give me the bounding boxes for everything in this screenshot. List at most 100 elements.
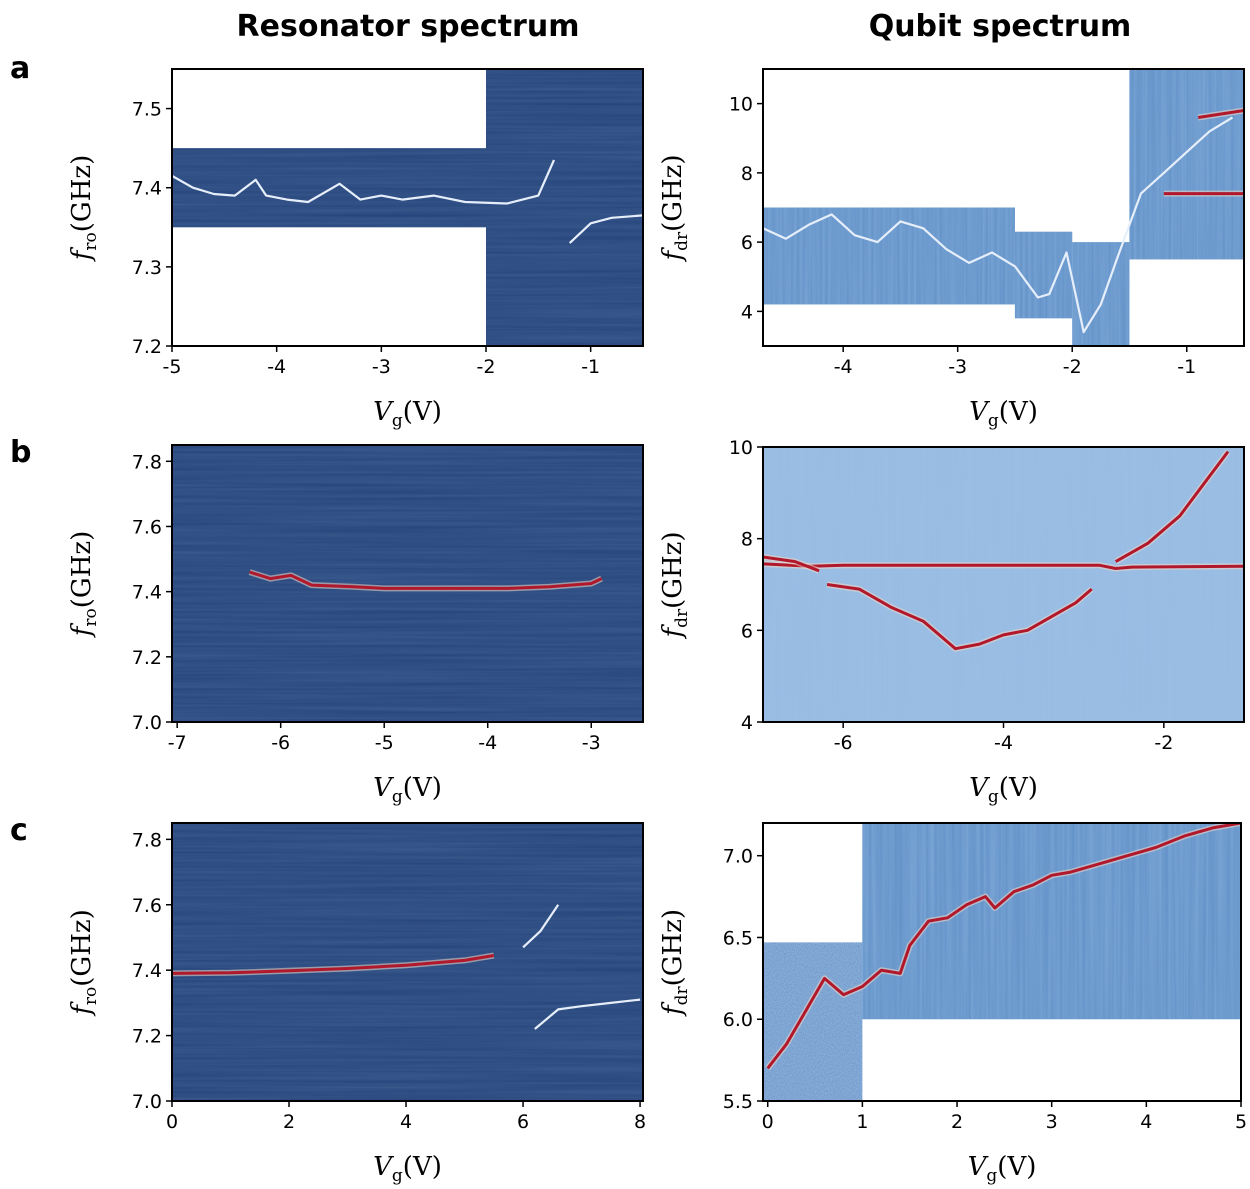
x-axis-label: Vg(V) (969, 773, 1038, 807)
row-label-b: b (10, 435, 31, 470)
x-axis-label: Vg(V) (968, 1152, 1037, 1186)
trace-line-1 (763, 555, 820, 573)
y-tick-label: 7.2 (132, 647, 162, 669)
scan-texture-0 (763, 942, 863, 1101)
row-label-a: a (10, 51, 30, 86)
y-tick-label: 7.2 (132, 1026, 162, 1048)
y-tick-label: 7.5 (132, 99, 162, 121)
panel-a-qubit: -4 -3 -2 -1 4 6 8 10 Vg(V) fdr(GHz) (658, 68, 1245, 431)
x-tick-label: -5 (163, 356, 182, 378)
y-tick-label: 7.6 (132, 895, 162, 917)
y-tick-label: 10 (729, 94, 753, 116)
y-axis-label: fdr(GHz) (658, 531, 692, 639)
scan-texture-0 (763, 207, 1015, 305)
x-tick-label: -2 (477, 356, 496, 378)
axes-frame (171, 68, 644, 347)
trace-line-0 (766, 823, 1241, 1070)
y-tick-label: 7.4 (132, 960, 162, 982)
title-qubit-spectrum: Qubit spectrum (869, 9, 1132, 44)
x-tick-label: 2 (951, 1111, 963, 1133)
x-tick-label: -1 (581, 356, 600, 378)
scan-texture-1 (1014, 231, 1073, 319)
axes-frame (171, 822, 644, 1102)
scan-texture-1 (862, 823, 1241, 1020)
y-tick-label: 6.5 (723, 927, 753, 949)
x-tick-label: 0 (166, 1111, 178, 1133)
scan-texture-0 (172, 823, 643, 1101)
x-axis-label: Vg(V) (373, 1152, 442, 1186)
y-tick-label: 7.8 (132, 451, 162, 473)
y-tick-label: 4 (741, 301, 753, 323)
trace-ridge3 (534, 998, 641, 1030)
scan-texture-2 (1072, 242, 1130, 346)
x-tick-label: -3 (948, 356, 967, 378)
y-tick-label: 7.8 (132, 829, 162, 851)
x-axis-label: Vg(V) (373, 773, 442, 807)
panel-a-resonator: -5 -4 -3 -2 -1 7.2 7.3 7.4 7.5 Vg(V) fro(GHz) (67, 68, 644, 431)
trace-ridge (172, 954, 495, 975)
x-tick-label: -3 (582, 732, 601, 754)
x-tick-label: -4 (478, 732, 497, 754)
x-tick-label: -5 (375, 732, 394, 754)
trace-line-3 (1114, 450, 1230, 563)
x-tick-label: 3 (1046, 1111, 1058, 1133)
panel-b-qubit: -6 -4 -2 4 6 8 10 Vg(V) fdr(GHz) (658, 437, 1245, 807)
scan-texture-0 (172, 148, 486, 228)
plot-area (172, 823, 643, 1101)
y-axis-label: fro(GHz) (67, 155, 101, 262)
x-tick-label: 4 (400, 1111, 412, 1133)
x-tick-label: -2 (1063, 356, 1082, 378)
x-tick-label: 4 (1140, 1111, 1152, 1133)
y-tick-label: 8 (741, 529, 753, 551)
y-axis-label: fdr(GHz) (658, 154, 692, 262)
plot-area (763, 69, 1244, 346)
x-tick-label: 8 (634, 1111, 646, 1133)
trace-line-0 (763, 562, 1244, 570)
x-tick-label: -6 (834, 732, 853, 754)
scan-texture-3 (1129, 69, 1244, 260)
panel-c-resonator: 0 2 4 6 8 7.0 7.2 7.4 7.6 7.8 Vg(V) fro(GHz) (67, 822, 646, 1186)
axes-frame (762, 68, 1245, 347)
y-tick-label: 6 (741, 232, 753, 254)
x-axis-label: Vg(V) (969, 397, 1038, 431)
scan-texture-1 (486, 69, 643, 346)
y-tick-label: 5.5 (723, 1091, 753, 1113)
x-tick-label: -1 (1177, 356, 1196, 378)
y-tick-label: 6 (741, 620, 753, 642)
trace-line-1 (1197, 109, 1244, 119)
y-tick-label: 7.4 (132, 582, 162, 604)
y-tick-label: 7.6 (132, 516, 162, 538)
y-tick-label: 7.4 (132, 178, 162, 200)
trace-ridge2 (568, 214, 643, 244)
y-tick-label: 7.0 (132, 712, 162, 734)
x-tick-label: -4 (267, 356, 286, 378)
x-tick-label: 2 (283, 1111, 295, 1133)
y-tick-label: 4 (741, 712, 753, 734)
y-tick-label: 7.3 (132, 257, 162, 279)
x-tick-label: -4 (834, 356, 853, 378)
y-tick-label: 7.2 (132, 336, 162, 358)
plot-area (172, 69, 643, 346)
axes-frame (171, 444, 644, 723)
y-axis-label: fro(GHz) (67, 531, 101, 638)
x-tick-label: -4 (994, 732, 1013, 754)
trace-ridge2 (522, 904, 560, 949)
x-tick-label: -7 (168, 732, 187, 754)
x-tick-label: -6 (271, 732, 290, 754)
trace-ridge (763, 116, 1234, 334)
y-tick-label: 7.0 (723, 846, 753, 868)
title-resonator-spectrum: Resonator spectrum (237, 9, 580, 44)
y-tick-label: 8 (741, 163, 753, 185)
axes-frame (762, 822, 1242, 1102)
y-tick-label: 6.0 (723, 1009, 753, 1031)
plot-area (763, 823, 1241, 1101)
trace-ridge (172, 159, 556, 205)
x-tick-label: 5 (1235, 1111, 1247, 1133)
x-tick-label: 1 (856, 1111, 868, 1133)
y-tick-label: 10 (729, 437, 753, 459)
y-axis-label: fdr(GHz) (658, 909, 692, 1017)
x-tick-label: 6 (517, 1111, 529, 1133)
plot-area (763, 447, 1244, 722)
y-axis-label: fro(GHz) (67, 909, 101, 1016)
y-tick-label: 7.0 (132, 1091, 162, 1113)
